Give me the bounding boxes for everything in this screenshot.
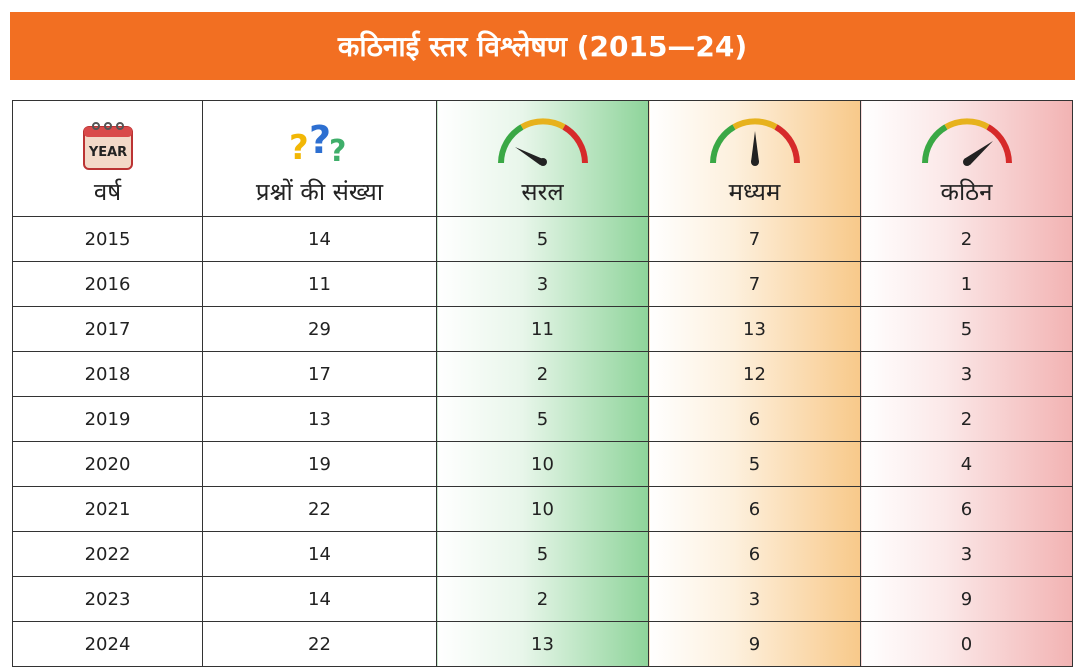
title-banner: कठिनाई स्तर विश्लेषण (2015—24) bbox=[10, 12, 1075, 80]
calendar-text: YEAR bbox=[87, 145, 126, 160]
value-cell: 5 bbox=[436, 531, 649, 577]
value-cell: 6 bbox=[648, 396, 861, 442]
value-cell: 5 bbox=[648, 441, 861, 487]
svg-text:?: ? bbox=[309, 121, 331, 162]
header-cell: YEAR वर्ष bbox=[12, 100, 203, 217]
value-cell: 5 bbox=[436, 216, 649, 262]
value-cell: 3 bbox=[648, 576, 861, 622]
value-cell: 2 bbox=[860, 216, 1073, 262]
column-header: सरल bbox=[521, 178, 564, 206]
table-row: 2023 14 2 3 9 bbox=[12, 576, 1073, 622]
table-row: 2015 14 5 7 2 bbox=[12, 216, 1073, 262]
year-cell: 2019 bbox=[12, 396, 203, 442]
title: कठिनाई स्तर विश्लेषण (2015—24) bbox=[337, 30, 748, 63]
table-row: 2018 17 2 12 3 bbox=[12, 351, 1073, 397]
value-cell: 22 bbox=[202, 486, 437, 532]
value-cell: 2 bbox=[860, 396, 1073, 442]
year-cell: 2018 bbox=[12, 351, 203, 397]
header-cell: ? ? ? प्रश्नों की संख्या bbox=[202, 100, 437, 217]
header-cell: कठिन bbox=[860, 100, 1073, 217]
value-cell: 7 bbox=[648, 216, 861, 262]
value-cell: 14 bbox=[202, 531, 437, 577]
value-cell: 2 bbox=[436, 576, 649, 622]
header-row: YEAR वर्ष ? ? ? प्रश्नों की संख्या bbox=[12, 100, 1073, 217]
value-cell: 14 bbox=[202, 576, 437, 622]
value-cell: 3 bbox=[860, 351, 1073, 397]
calendar-icon: YEAR bbox=[82, 122, 133, 170]
year-cell: 2020 bbox=[12, 441, 203, 487]
value-cell: 5 bbox=[860, 306, 1073, 352]
value-cell: 13 bbox=[648, 306, 861, 352]
column-header: मध्यम bbox=[728, 178, 781, 206]
table-body: 2015 14 5 7 2 2016 11 3 7 1 2017 29 11 13 5 2018 17 2 12 3 2… bbox=[12, 216, 1073, 667]
value-cell: 1 bbox=[860, 261, 1073, 307]
value-cell: 29 bbox=[202, 306, 437, 352]
value-cell: 5 bbox=[436, 396, 649, 442]
value-cell: 17 bbox=[202, 351, 437, 397]
value-cell: 13 bbox=[202, 396, 437, 442]
table-row: 2022 14 5 6 3 bbox=[12, 531, 1073, 577]
header-cell: मध्यम bbox=[648, 100, 861, 217]
value-cell: 2 bbox=[436, 351, 649, 397]
gauge-icon bbox=[921, 118, 1012, 166]
column-header: वर्ष bbox=[93, 178, 122, 206]
table-row: 2021 22 10 6 6 bbox=[12, 486, 1073, 532]
value-cell: 6 bbox=[860, 486, 1073, 532]
year-cell: 2016 bbox=[12, 261, 203, 307]
value-cell: 12 bbox=[648, 351, 861, 397]
column-header: कठिन bbox=[940, 178, 993, 206]
gauge-icon bbox=[709, 118, 800, 166]
table-row: 2020 19 10 5 4 bbox=[12, 441, 1073, 487]
table-row: 2019 13 5 6 2 bbox=[12, 396, 1073, 442]
svg-text:?: ? bbox=[289, 128, 309, 168]
value-cell: 3 bbox=[860, 531, 1073, 577]
year-cell: 2023 bbox=[12, 576, 203, 622]
value-cell: 10 bbox=[436, 486, 649, 532]
value-cell: 13 bbox=[436, 621, 649, 667]
value-cell: 0 bbox=[860, 621, 1073, 667]
value-cell: 11 bbox=[202, 261, 437, 307]
value-cell: 6 bbox=[648, 486, 861, 532]
value-cell: 3 bbox=[436, 261, 649, 307]
difficulty-table: YEAR वर्ष ? ? ? प्रश्नों की संख्या bbox=[12, 100, 1073, 667]
year-cell: 2015 bbox=[12, 216, 203, 262]
table-row: 2016 11 3 7 1 bbox=[12, 261, 1073, 307]
value-cell: 6 bbox=[648, 531, 861, 577]
value-cell: 4 bbox=[860, 441, 1073, 487]
header-cell: सरल bbox=[436, 100, 649, 217]
value-cell: 11 bbox=[436, 306, 649, 352]
year-cell: 2024 bbox=[12, 621, 203, 667]
column-header: प्रश्नों की संख्या bbox=[255, 178, 384, 206]
gauge-icon bbox=[497, 118, 588, 166]
table-row: 2017 29 11 13 5 bbox=[12, 306, 1073, 352]
value-cell: 19 bbox=[202, 441, 437, 487]
value-cell: 14 bbox=[202, 216, 437, 262]
year-cell: 2022 bbox=[12, 531, 203, 577]
value-cell: 10 bbox=[436, 441, 649, 487]
value-cell: 7 bbox=[648, 261, 861, 307]
year-cell: 2017 bbox=[12, 306, 203, 352]
table-row: 2024 22 13 9 0 bbox=[12, 621, 1073, 667]
svg-text:?: ? bbox=[329, 134, 346, 169]
value-cell: 9 bbox=[860, 576, 1073, 622]
value-cell: 9 bbox=[648, 621, 861, 667]
year-cell: 2021 bbox=[12, 486, 203, 532]
value-cell: 22 bbox=[202, 621, 437, 667]
question-icon: ? ? ? bbox=[289, 121, 346, 169]
